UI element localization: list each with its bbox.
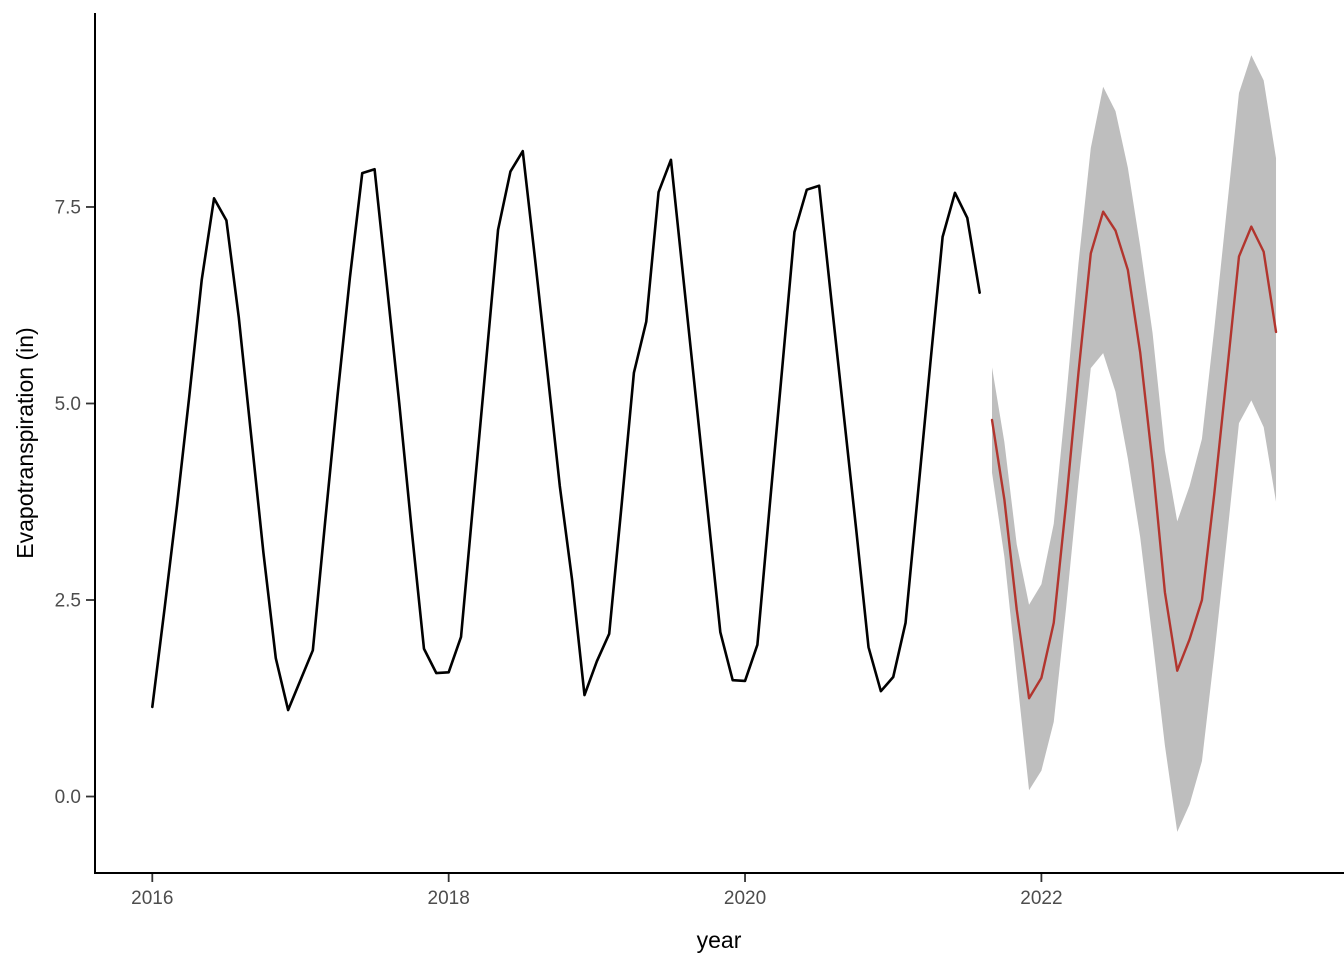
y-axis-title: Evapotranspiration (in)	[12, 327, 38, 558]
y-tick-label: 0.0	[55, 787, 81, 808]
forecast-series-line	[990, 210, 1278, 700]
y-tick-label: 5.0	[55, 394, 81, 415]
confidence-band-layer	[992, 55, 1277, 832]
observed-series-line	[151, 149, 981, 712]
x-tick-label: 2018	[428, 888, 470, 909]
x-tick-label: 2022	[1020, 888, 1062, 909]
x-tick-label: 2016	[131, 888, 173, 909]
series-layer	[151, 149, 1278, 712]
x-axis-title: year	[697, 927, 742, 953]
y-tick-label: 2.5	[55, 591, 81, 612]
axis-layer: 2016 2018 2020 2022 0.0 2.5 5.0 7.5	[55, 13, 1344, 909]
y-tick-label: 7.5	[55, 197, 81, 218]
x-tick-label: 2020	[724, 888, 766, 909]
confidence-band	[992, 55, 1277, 832]
